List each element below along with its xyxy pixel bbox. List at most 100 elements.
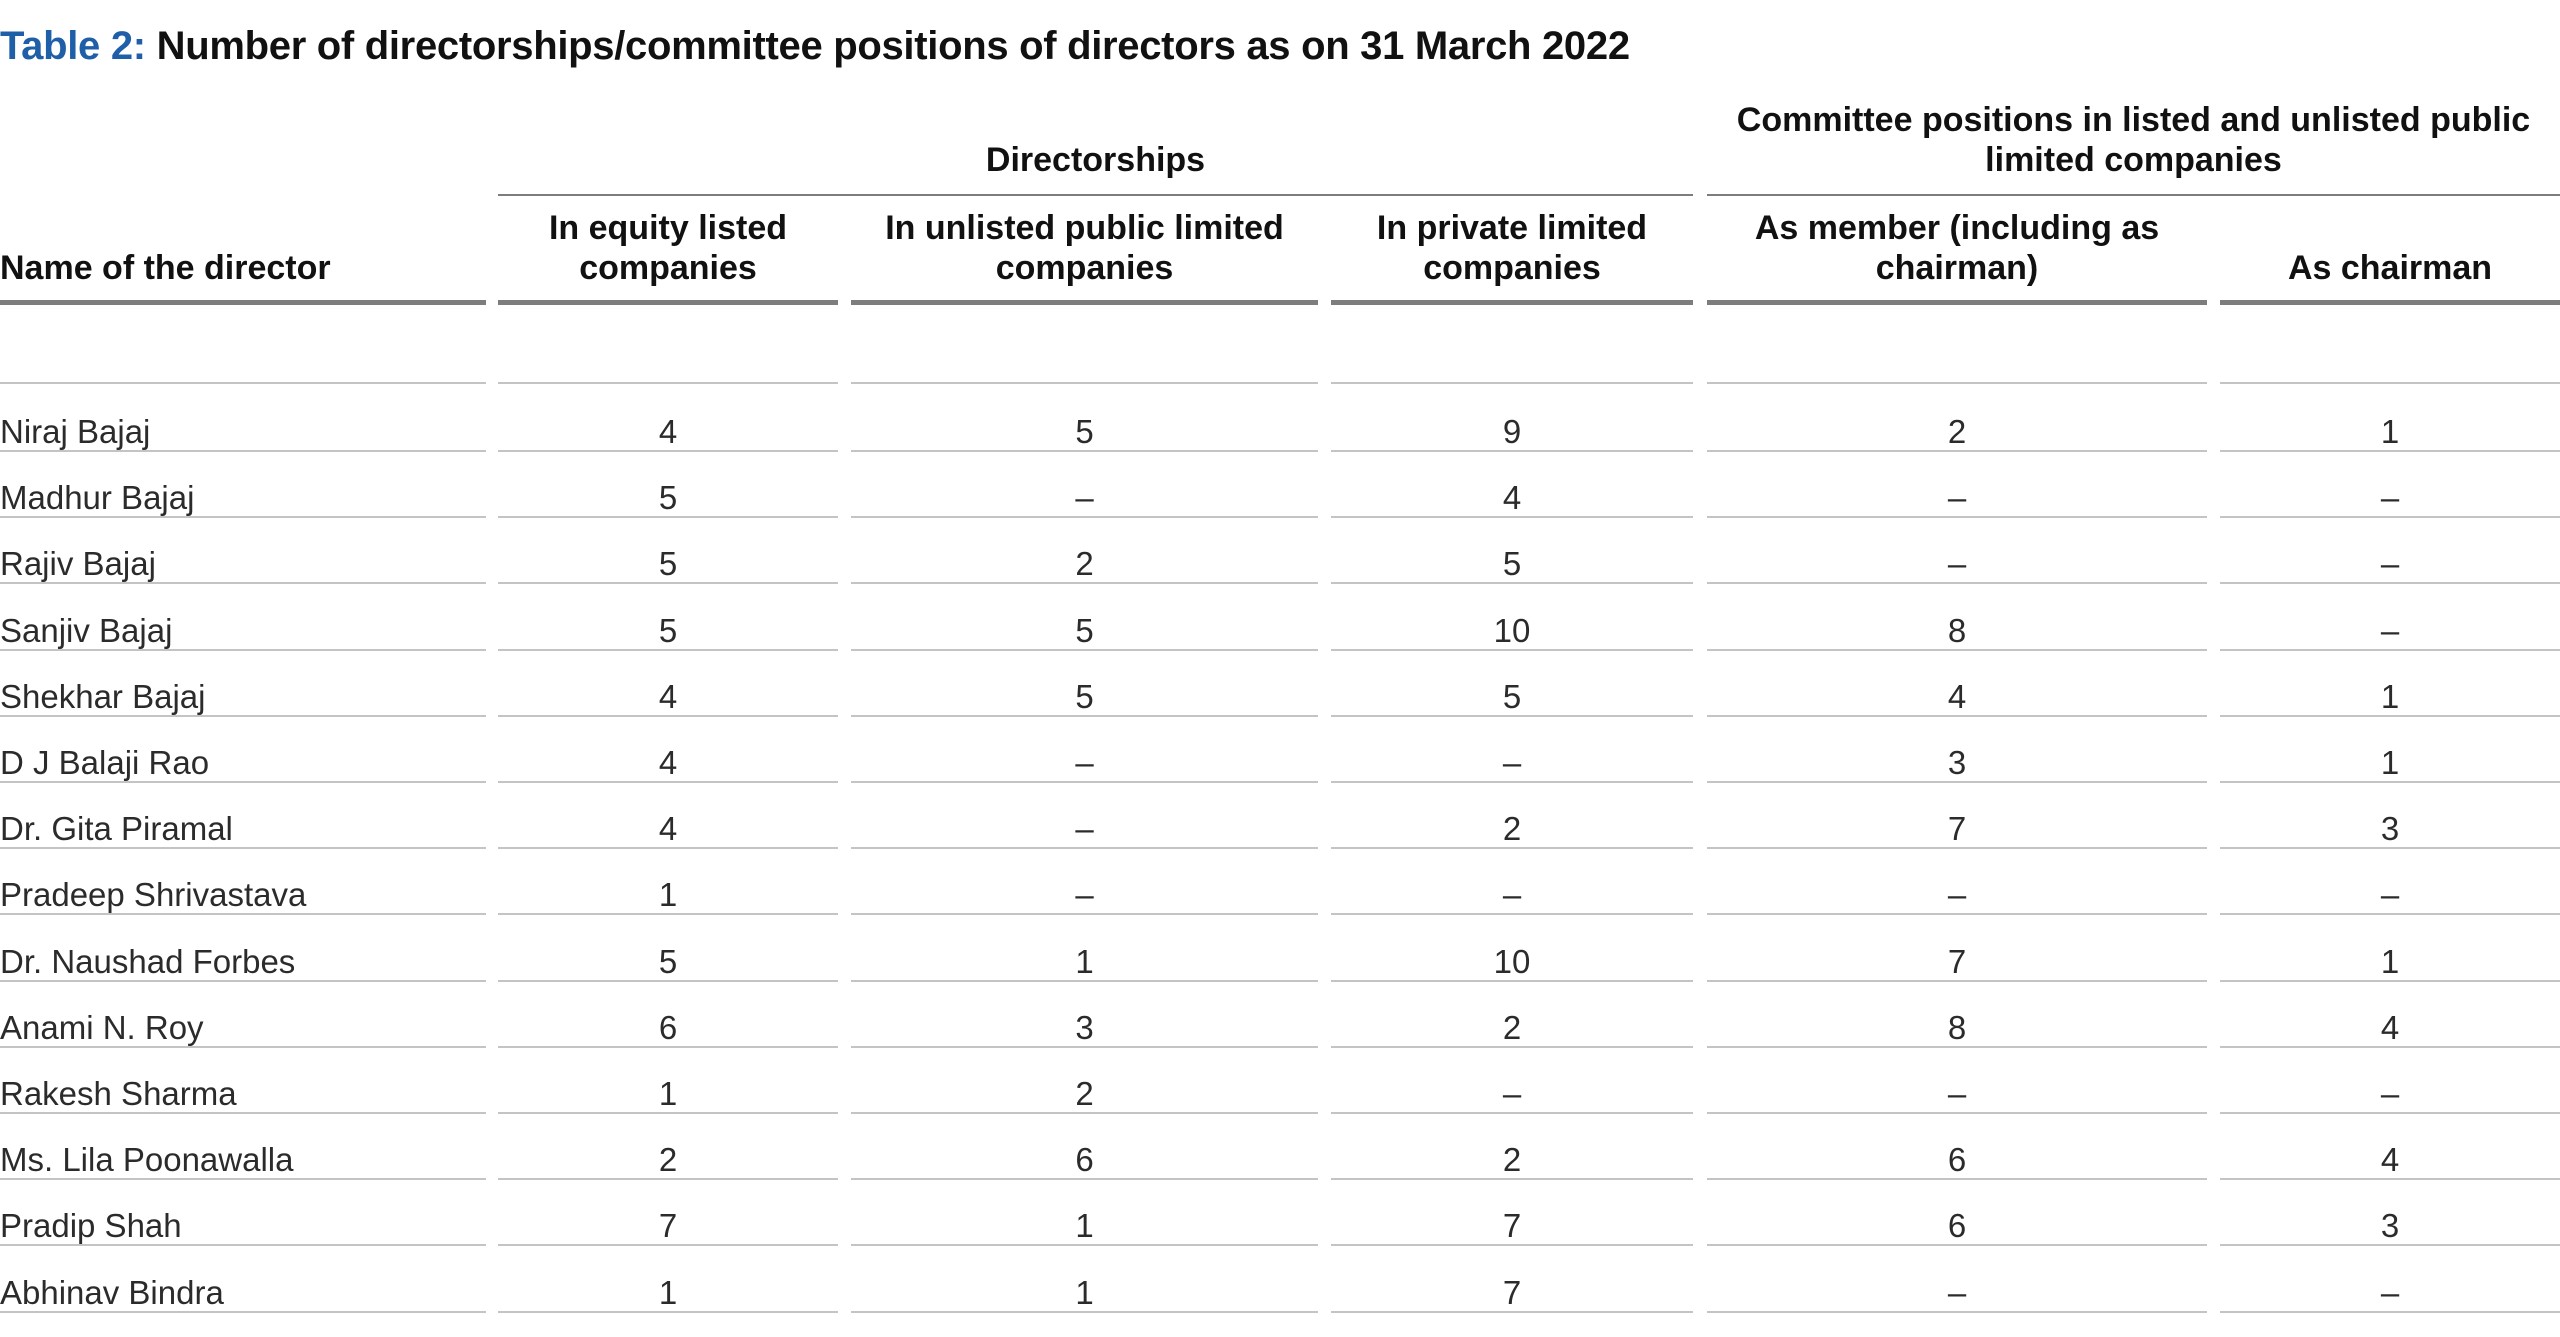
table-row: Pradeep Shrivastava 1 – – – – <box>0 873 2560 939</box>
table-row: Niraj Bajaj 4 5 9 2 1 <box>0 410 2560 476</box>
value-cell: 5 <box>658 545 678 583</box>
row-rule <box>498 582 838 585</box>
row-rule <box>2220 1178 2560 1181</box>
row-rule <box>1331 1178 1693 1181</box>
value-cell: 4 <box>2380 1141 2400 1179</box>
value-cell: 1 <box>2380 413 2400 450</box>
row-rule <box>1707 450 2207 452</box>
col-header-equity-listed-rule <box>498 300 838 305</box>
value-cell: – <box>1947 876 1967 914</box>
table-title: Table 2: Number of directorships/committ… <box>0 24 1630 69</box>
row-rule <box>498 1112 838 1114</box>
row-rule <box>498 781 838 783</box>
row-rule <box>498 847 838 850</box>
row-rule <box>1707 714 2207 717</box>
row-rule <box>2220 450 2560 452</box>
row-rule <box>2220 1244 2560 1247</box>
row-rule <box>1331 1244 1693 1247</box>
value-cell: 1 <box>1075 942 1094 980</box>
row-rule <box>2220 582 2560 585</box>
group-rule-directorships <box>498 194 1693 196</box>
row-rule <box>0 913 486 916</box>
row-rule <box>0 979 486 982</box>
row-rule <box>498 913 838 916</box>
group-header-directorships: Directorships <box>985 141 1206 179</box>
row-rule <box>1331 979 1693 982</box>
row-rule <box>851 1310 1318 1313</box>
table-row: Sanjiv Bajaj 5 5 10 8 – <box>0 609 2560 675</box>
row-rule <box>0 1178 486 1181</box>
value-cell: 5 <box>658 942 678 980</box>
value-cell: 7 <box>1502 1273 1522 1311</box>
row-rule <box>851 1178 1318 1181</box>
value-cell: – <box>2380 545 2400 583</box>
row-rule <box>1707 648 2207 651</box>
row-rule <box>851 979 1318 982</box>
value-cell: 3 <box>1947 744 1967 781</box>
row-rule <box>2220 847 2560 850</box>
row-rule <box>0 1244 486 1247</box>
value-cell: – <box>2380 1273 2400 1311</box>
value-cell: – <box>1075 744 1094 781</box>
table-caption: Number of directorships/committee positi… <box>156 24 1630 68</box>
col-header-as-member: As member (including as chairman) <box>1707 208 2207 288</box>
value-cell: 7 <box>658 1207 678 1245</box>
row-rule <box>0 1310 486 1313</box>
row-rule <box>2220 1310 2560 1313</box>
spacer-rule <box>2220 382 2560 384</box>
director-name-cell: Niraj Bajaj <box>0 413 151 450</box>
director-name-cell: Sanjiv Bajaj <box>0 611 173 649</box>
row-rule <box>1707 1244 2207 1247</box>
value-cell: 4 <box>1502 479 1522 517</box>
value-cell: – <box>2380 611 2400 649</box>
value-cell: 6 <box>1075 1141 1094 1179</box>
value-cell: 6 <box>658 1008 678 1046</box>
spacer-rule <box>0 382 486 384</box>
value-cell: 5 <box>1502 545 1522 583</box>
table-row: Pradip Shah 7 1 7 6 3 <box>0 1204 2560 1270</box>
row-rule <box>851 648 1318 651</box>
value-cell: 1 <box>658 1075 678 1112</box>
value-cell: 7 <box>1947 810 1967 848</box>
row-rule <box>851 1244 1318 1247</box>
value-cell: – <box>1947 1075 1967 1112</box>
row-rule <box>0 781 486 783</box>
value-cell: 4 <box>658 810 678 848</box>
row-rule <box>1707 1178 2207 1181</box>
value-cell: – <box>1947 1273 1967 1311</box>
director-name-cell: Pradip Shah <box>0 1207 182 1245</box>
row-rule <box>498 979 838 982</box>
table-row: Dr. Gita Piramal 4 – 2 7 3 <box>0 807 2560 873</box>
value-cell: 1 <box>2380 677 2400 715</box>
value-cell: 3 <box>2380 1207 2400 1245</box>
row-rule <box>0 1045 486 1048</box>
col-header-equity-listed: In equity listed companies <box>498 208 838 288</box>
value-cell: – <box>2380 876 2400 914</box>
row-rule <box>1331 516 1693 519</box>
row-rule <box>2220 516 2560 519</box>
col-header-private-limited-label: In private limited companies <box>1376 209 1648 287</box>
director-name-cell: D J Balaji Rao <box>0 744 210 781</box>
row-rule <box>498 516 838 519</box>
row-rule <box>1707 913 2207 916</box>
row-rule <box>1331 648 1693 651</box>
table-row: Abhinav Bindra 1 1 7 – – <box>0 1271 2560 1337</box>
row-rule <box>2220 1112 2560 1114</box>
value-cell: – <box>2380 1075 2400 1112</box>
row-rule <box>0 582 486 585</box>
col-header-name-label: Name of the director <box>0 249 331 287</box>
value-cell: 2 <box>1947 413 1967 450</box>
row-rule <box>851 913 1318 916</box>
row-rule <box>1331 582 1693 585</box>
value-cell: 9 <box>1502 413 1522 450</box>
row-rule <box>851 1112 1318 1114</box>
col-header-private-limited-rule <box>1331 300 1693 305</box>
col-header-unlisted-public-rule <box>851 300 1318 305</box>
value-cell: 10 <box>1493 611 1531 649</box>
value-cell: 1 <box>1075 1207 1094 1245</box>
col-header-as-member-label: As member (including as chairman) <box>1754 209 2160 287</box>
row-rule <box>0 516 486 519</box>
row-rule <box>851 582 1318 585</box>
value-cell: 2 <box>1502 1141 1522 1179</box>
row-rule <box>851 847 1318 850</box>
